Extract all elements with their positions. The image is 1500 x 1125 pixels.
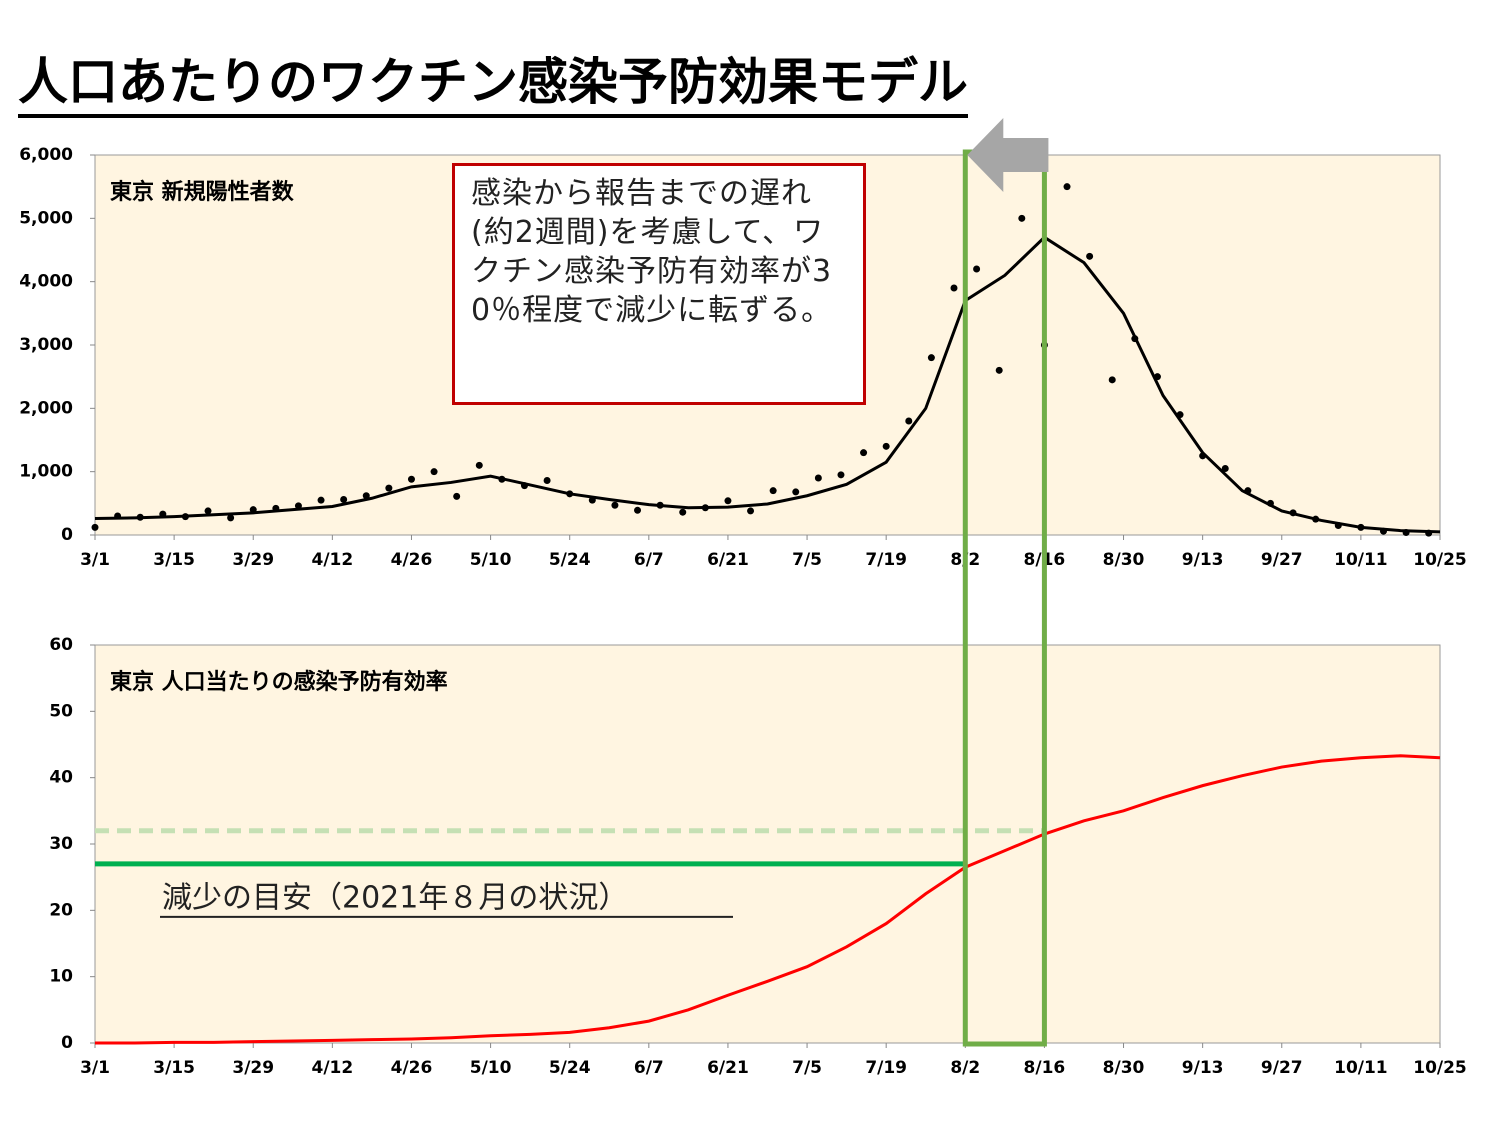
y-tick-label: 2,000 xyxy=(19,398,73,418)
data-point xyxy=(882,442,890,450)
data-point xyxy=(475,461,483,469)
x-tick-label: 9/13 xyxy=(1182,1058,1224,1078)
x-tick-label: 4/12 xyxy=(312,550,354,570)
data-point xyxy=(385,484,393,492)
data-point xyxy=(724,497,732,505)
x-tick-label: 4/12 xyxy=(312,1058,354,1078)
data-point xyxy=(227,514,235,522)
y-tick-label: 5,000 xyxy=(19,208,73,228)
arrow xyxy=(967,118,1049,192)
y-tick-label: 1,000 xyxy=(19,462,73,482)
x-tick-label: 3/15 xyxy=(153,550,195,570)
y-tick-label: 6,000 xyxy=(19,145,73,165)
data-point xyxy=(91,523,99,531)
x-tick-label: 8/16 xyxy=(1024,1058,1066,1078)
x-tick-label: 10/11 xyxy=(1334,550,1388,570)
data-point xyxy=(1063,183,1071,191)
data-point xyxy=(611,501,619,509)
x-tick-label: 10/25 xyxy=(1413,1058,1467,1078)
x-tick-label: 10/25 xyxy=(1413,550,1467,570)
data-point xyxy=(837,471,845,479)
chart-label: 東京 新規陽性者数 xyxy=(110,179,295,205)
data-point xyxy=(747,507,755,515)
x-tick-label: 7/19 xyxy=(865,550,907,570)
x-tick-label: 9/27 xyxy=(1261,1058,1303,1078)
x-tick-label: 3/15 xyxy=(153,1058,195,1078)
x-tick-label: 3/1 xyxy=(80,1058,110,1078)
y-tick-label: 0 xyxy=(61,1033,73,1053)
chart-label: 東京 人口当たりの感染予防有効率 xyxy=(110,669,448,695)
y-tick-label: 40 xyxy=(49,768,73,788)
data-point xyxy=(634,506,642,514)
data-point xyxy=(973,265,981,273)
x-tick-label: 8/30 xyxy=(1103,1058,1145,1078)
y-tick-label: 3,000 xyxy=(19,335,73,355)
data-point xyxy=(1221,465,1229,472)
data-point xyxy=(905,417,913,425)
x-tick-label: 7/5 xyxy=(792,550,822,570)
x-tick-label: 7/5 xyxy=(792,1058,822,1078)
y-tick-label: 4,000 xyxy=(19,272,73,292)
x-tick-label: 6/21 xyxy=(707,1058,749,1078)
data-point xyxy=(543,477,551,485)
x-tick-label: 3/1 xyxy=(80,550,110,570)
x-tick-label: 9/13 xyxy=(1182,550,1224,570)
y-tick-label: 0 xyxy=(61,525,73,545)
data-point xyxy=(1018,214,1026,222)
plot-area xyxy=(94,644,1441,1044)
y-tick-label: 10 xyxy=(49,967,73,987)
x-tick-label: 3/29 xyxy=(232,1058,274,1078)
data-point xyxy=(769,487,777,495)
data-point xyxy=(927,354,935,362)
data-point xyxy=(1086,252,1094,260)
x-tick-label: 6/21 xyxy=(707,550,749,570)
x-tick-label: 4/26 xyxy=(391,1058,433,1078)
data-point xyxy=(950,284,958,292)
x-tick-label: 8/30 xyxy=(1103,550,1145,570)
x-tick-label: 7/19 xyxy=(865,1058,907,1078)
data-point xyxy=(1108,376,1116,384)
x-tick-label: 5/10 xyxy=(470,550,512,570)
data-point xyxy=(407,475,415,483)
data-point xyxy=(860,449,868,457)
x-tick-label: 8/2 xyxy=(950,1058,980,1078)
x-tick-label: 3/29 xyxy=(232,550,274,570)
data-point xyxy=(204,507,212,515)
data-point xyxy=(453,492,461,500)
x-tick-label: 10/11 xyxy=(1334,1058,1388,1078)
slide-title: 人口あたりのワクチン感染予防効果モデル xyxy=(18,50,968,118)
callout-box: 感染から報告までの遅れ(約2週間)を考慮して、ワクチン感染予防有効率が30％程度… xyxy=(452,163,866,405)
data-point xyxy=(340,496,348,504)
x-tick-label: 5/24 xyxy=(549,1058,591,1078)
data-line xyxy=(95,754,1441,1045)
data-point xyxy=(814,474,822,482)
data-point xyxy=(679,508,687,516)
y-tick-label: 50 xyxy=(49,701,73,721)
x-tick-label: 5/24 xyxy=(549,550,591,570)
x-tick-label: 4/26 xyxy=(391,550,433,570)
note: 減少の目安（2021年８月の状況） xyxy=(162,880,628,915)
x-tick-label: 9/27 xyxy=(1261,550,1303,570)
data-line xyxy=(94,235,1441,534)
data-point xyxy=(995,366,1003,374)
data-point xyxy=(362,492,370,500)
data-point xyxy=(792,488,800,496)
x-tick-label: 6/7 xyxy=(634,550,664,570)
x-tick-label: 6/7 xyxy=(634,1058,664,1078)
data-point xyxy=(430,468,438,476)
y-tick-label: 20 xyxy=(49,900,73,920)
y-tick-label: 60 xyxy=(49,635,73,655)
data-point xyxy=(317,496,325,504)
y-tick-label: 30 xyxy=(49,834,73,854)
x-tick-label: 5/10 xyxy=(470,1058,512,1078)
